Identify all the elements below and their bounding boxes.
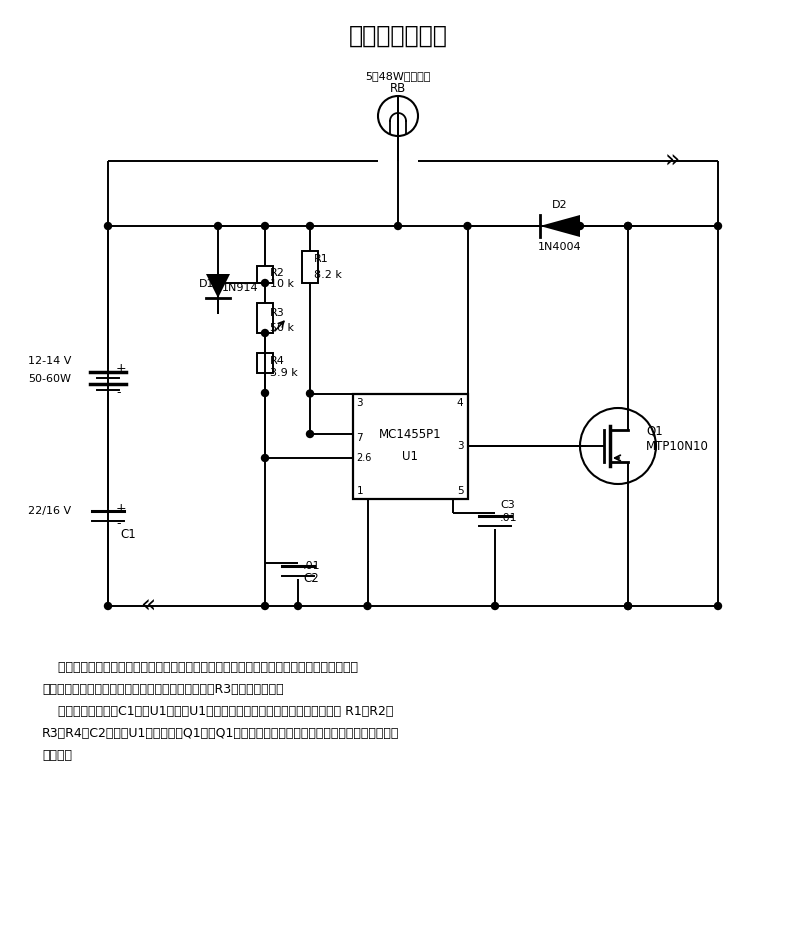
Polygon shape bbox=[540, 215, 580, 237]
Circle shape bbox=[262, 329, 268, 337]
Text: 3: 3 bbox=[357, 398, 363, 409]
Text: 50-60W: 50-60W bbox=[28, 374, 71, 384]
Polygon shape bbox=[353, 394, 467, 498]
Text: C3: C3 bbox=[500, 500, 515, 510]
Text: R2: R2 bbox=[270, 268, 285, 278]
Circle shape bbox=[306, 390, 314, 397]
Circle shape bbox=[214, 280, 221, 286]
Text: 22/16 V: 22/16 V bbox=[28, 506, 71, 516]
Text: R3、R4和C2确定。U1驱动控制门Q1，使Q1和电灯按一个与多谐振荡占空比成比例的速率通电: R3、R4和C2确定。U1驱动控制门Q1，使Q1和电灯按一个与多谐振荡占空比成比… bbox=[42, 727, 400, 740]
Text: R4: R4 bbox=[270, 356, 285, 366]
Circle shape bbox=[464, 223, 471, 229]
Text: MTP10N10: MTP10N10 bbox=[646, 439, 709, 453]
Text: 10 k: 10 k bbox=[270, 279, 294, 289]
Text: -: - bbox=[116, 386, 120, 399]
Text: Q1: Q1 bbox=[646, 424, 663, 437]
Text: +: + bbox=[116, 362, 127, 376]
Circle shape bbox=[625, 223, 631, 229]
Circle shape bbox=[214, 223, 221, 229]
Circle shape bbox=[262, 603, 268, 610]
Text: .01: .01 bbox=[303, 561, 321, 571]
Circle shape bbox=[262, 280, 268, 286]
Text: 3.9 k: 3.9 k bbox=[270, 368, 298, 378]
Text: 5: 5 bbox=[457, 486, 463, 495]
Text: 电池的电能储存在C1上供U1使用。U1是一个无稳态多谐振荡器，其振荡频率由 R1、R2、: 电池的电能储存在C1上供U1使用。U1是一个无稳态多谐振荡器，其振荡频率由 R1… bbox=[42, 705, 393, 718]
Circle shape bbox=[262, 223, 268, 229]
Text: C1: C1 bbox=[120, 528, 136, 540]
Text: 1N914: 1N914 bbox=[222, 283, 259, 293]
Circle shape bbox=[576, 223, 583, 229]
Text: 12-14 V: 12-14 V bbox=[28, 356, 72, 366]
Text: »: » bbox=[665, 149, 680, 173]
Circle shape bbox=[104, 223, 111, 229]
Text: D2: D2 bbox=[552, 200, 568, 210]
Circle shape bbox=[364, 603, 371, 610]
Text: 4: 4 bbox=[457, 398, 463, 409]
Circle shape bbox=[262, 390, 268, 397]
Circle shape bbox=[715, 603, 721, 610]
Text: .01: .01 bbox=[500, 513, 517, 523]
Circle shape bbox=[625, 223, 631, 229]
Text: 7: 7 bbox=[357, 433, 363, 443]
Text: U1: U1 bbox=[402, 450, 418, 462]
Text: 8.2 k: 8.2 k bbox=[314, 270, 341, 280]
Text: 和断电。: 和断电。 bbox=[42, 749, 72, 762]
Circle shape bbox=[395, 223, 401, 229]
Text: 直流电灯调光器: 直流电灯调光器 bbox=[349, 24, 447, 48]
Text: «: « bbox=[140, 594, 156, 618]
Circle shape bbox=[306, 223, 314, 229]
Text: 1N4004: 1N4004 bbox=[538, 242, 582, 252]
Circle shape bbox=[715, 223, 721, 229]
Text: D1: D1 bbox=[198, 279, 214, 289]
Circle shape bbox=[262, 455, 268, 461]
Circle shape bbox=[104, 603, 111, 610]
Polygon shape bbox=[206, 274, 230, 298]
Text: RB: RB bbox=[390, 82, 406, 94]
Text: 一种低功耗、廉价的供双线便携式灯光闪烁器使用的直流电灯调光器，可以借助小型散热器: 一种低功耗、廉价的供双线便携式灯光闪烁器使用的直流电灯调光器，可以借助小型散热器 bbox=[42, 661, 358, 674]
Text: 50 k: 50 k bbox=[270, 323, 294, 333]
Text: R3: R3 bbox=[270, 308, 285, 318]
Circle shape bbox=[625, 603, 631, 610]
Text: 5～48W电灯信标: 5～48W电灯信标 bbox=[365, 71, 431, 81]
Text: MC1455P1: MC1455P1 bbox=[379, 428, 441, 440]
Text: C2: C2 bbox=[303, 573, 318, 586]
Text: 甚至不用散热器来实现。此外，只需使用一个电位器R3调节电灯亮度。: 甚至不用散热器来实现。此外，只需使用一个电位器R3调节电灯亮度。 bbox=[42, 683, 283, 696]
Circle shape bbox=[295, 603, 302, 610]
Circle shape bbox=[491, 603, 498, 610]
Text: 3: 3 bbox=[457, 441, 463, 451]
Text: -: - bbox=[116, 517, 120, 531]
Text: 1: 1 bbox=[357, 486, 363, 495]
Circle shape bbox=[625, 603, 631, 610]
Circle shape bbox=[306, 431, 314, 437]
Text: 2.6: 2.6 bbox=[357, 453, 372, 463]
Text: R1: R1 bbox=[314, 254, 329, 264]
Text: +: + bbox=[116, 501, 127, 514]
